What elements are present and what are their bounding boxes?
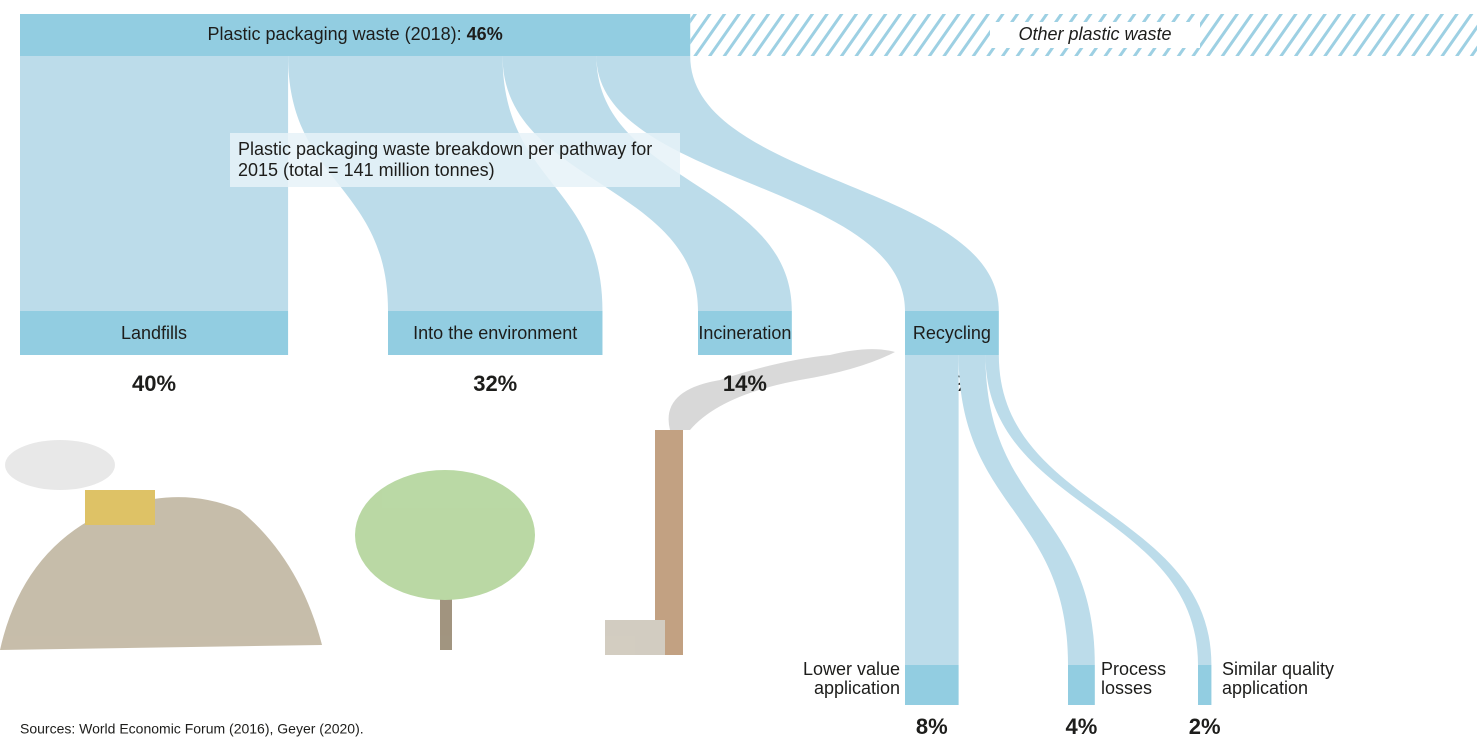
- other-waste-label-bg: [990, 22, 1200, 48]
- tree-crown: [355, 470, 535, 600]
- flow: [20, 56, 289, 311]
- flow: [596, 56, 999, 311]
- sub-value: 8%: [916, 714, 948, 739]
- landfill-hill: [0, 497, 322, 650]
- sub-label: Process losses: [1101, 660, 1167, 698]
- source-name: Plastic packaging waste (2018):: [208, 24, 462, 44]
- node-value: 32%: [473, 371, 517, 396]
- subtitle: Plastic packaging waste breakdown per pa…: [230, 133, 680, 187]
- sub-bar: [1068, 665, 1095, 705]
- subtitle-box: Plastic packaging waste breakdown per pa…: [230, 133, 680, 187]
- sub-label-box: Lower value application: [802, 660, 900, 698]
- node-bar: [698, 311, 792, 355]
- sub-bar: [1198, 665, 1212, 705]
- sub-label: Similar quality application: [1222, 660, 1335, 698]
- node-value: 14%: [723, 371, 767, 396]
- sub-label-box: Similar quality application: [1222, 660, 1335, 698]
- source-note: Sources: World Economic Forum (2016), Ge…: [20, 721, 364, 737]
- sub-value: 2%: [1189, 714, 1221, 739]
- landfill-truck: [85, 490, 155, 525]
- node-bar: [388, 311, 603, 355]
- chimney-smoke: [668, 349, 895, 430]
- node-bar: [20, 311, 289, 355]
- sub-label-box: Process losses: [1101, 660, 1167, 698]
- node-label: Landfills: [121, 323, 187, 343]
- chimney: [655, 430, 683, 655]
- flow: [985, 355, 1212, 665]
- source-label: Plastic packaging waste (2018): 46%: [208, 24, 503, 44]
- sub-value: 4%: [1066, 714, 1098, 739]
- node-label: Recycling: [913, 323, 991, 343]
- other-waste-label: Other plastic waste: [1018, 24, 1171, 44]
- node-label: Incineration: [698, 323, 791, 343]
- flow: [958, 355, 1095, 665]
- factory: [605, 620, 665, 655]
- node-bar: [905, 311, 999, 355]
- landfill-smoke: [5, 440, 115, 490]
- sub-bar: [905, 665, 959, 705]
- source-value: 46%: [467, 24, 503, 44]
- sub-label: Lower value application: [802, 660, 900, 698]
- flow: [905, 355, 959, 665]
- node-value: 40%: [132, 371, 176, 396]
- illustrations: [0, 349, 895, 655]
- source-bar: [20, 14, 691, 56]
- node-label: Into the environment: [413, 323, 577, 343]
